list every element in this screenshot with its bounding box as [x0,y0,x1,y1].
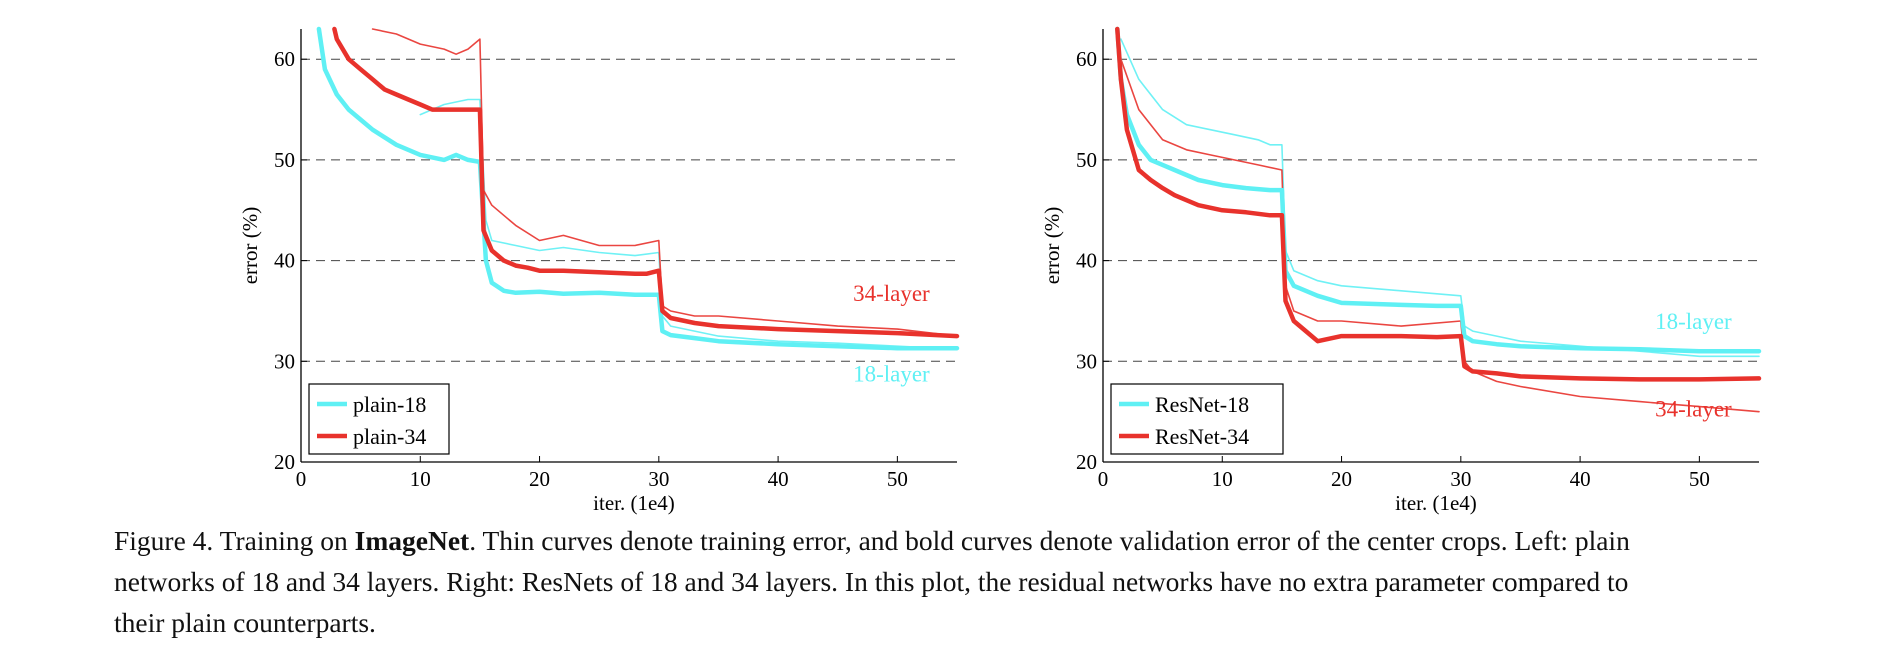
annotation-label: 34-layer [853,281,930,306]
x-tick-label: 30 [1450,467,1471,491]
y-axis-label: error (%) [238,207,262,285]
caption-line-1-rest: . Thin curves denote training error, and… [469,525,1630,556]
series-resnet-34-training [1120,58,1760,413]
legend-box [1110,383,1284,455]
series-plain-34-training [371,28,958,337]
legend: plain-18 plain-34 [308,383,450,455]
series-resnet-34-validation [1115,26,1762,382]
x-tick-label: 20 [529,467,550,491]
figure: 0 10 20 30 40 50 20 30 40 50 60 iter. (1e4) error (%… [238,26,1762,515]
x-tick-label: 50 [887,467,908,491]
x-tick-label: 10 [410,467,431,491]
y-tick-label: 40 [274,249,295,273]
legend-label: ResNet-34 [1155,424,1249,449]
series-plain-34-validation [332,26,960,339]
legend-label: plain-18 [353,392,426,417]
legend-label: ResNet-18 [1155,392,1249,417]
y-tick-label: 40 [1076,249,1097,273]
y-tick-label: 20 [1076,450,1097,474]
series-resnet-18-training [1120,38,1760,358]
x-tick-label: 0 [296,467,307,491]
chart-panel-1: 0 10 20 30 40 50 20 30 40 50 60 iter. (1e4) error (%… [238,26,960,515]
y-axis-label: error (%) [1040,207,1064,285]
series-plain-18-training [419,98,958,351]
legend-box [308,383,450,455]
x-tick-label: 50 [1689,467,1710,491]
y-tick-label: 60 [1076,47,1097,71]
x-axis-label: iter. (1e4) [593,491,675,515]
caption-prefix: Figure 4. Training on [114,525,355,556]
annotation-label: 18-layer [1655,309,1732,334]
series-plain-18-validation [316,26,960,351]
legend-label: plain-34 [353,424,426,449]
caption-bold: ImageNet [354,525,470,556]
legend: ResNet-18 ResNet-34 [1110,383,1284,455]
annotation-label: 34-layer [1655,397,1732,422]
caption-line-3: their plain counterparts. [114,607,376,638]
y-tick-label: 50 [274,148,295,172]
y-tick-label: 60 [274,47,295,71]
x-tick-label: 30 [648,467,669,491]
caption-line-1: Figure 4. Training on ImageNet. Thin cur… [114,520,1894,561]
figure-caption: Figure 4. Training on ImageNet. Thin cur… [114,520,1894,643]
x-tick-label: 40 [768,467,789,491]
y-tick-label: 50 [1076,148,1097,172]
x-tick-label: 10 [1212,467,1233,491]
caption-line-2: networks of 18 and 34 layers. Right: Res… [114,566,1629,597]
y-tick-label: 30 [1076,349,1097,373]
chart-panel-2: 0 10 20 30 40 50 20 30 40 50 60 iter. (1e4) error (%… [1040,26,1762,515]
y-tick-label: 30 [274,349,295,373]
x-axis-label: iter. (1e4) [1395,491,1477,515]
x-tick-label: 20 [1331,467,1352,491]
series-resnet-18-validation [1115,26,1762,354]
y-tick-label: 20 [274,450,295,474]
annotation-label: 18-layer [853,361,930,386]
x-tick-label: 0 [1098,467,1109,491]
x-tick-label: 40 [1570,467,1591,491]
